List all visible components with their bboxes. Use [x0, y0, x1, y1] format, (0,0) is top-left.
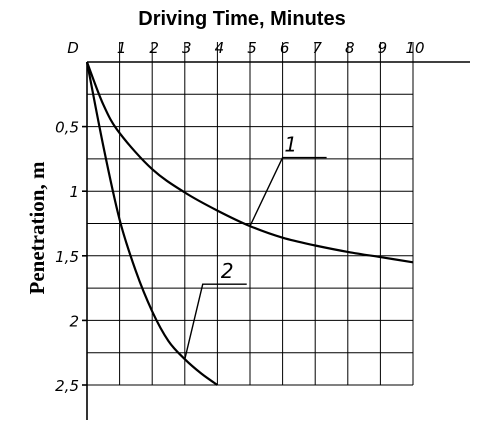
x-tick-label: 10 — [405, 39, 424, 57]
y-tick-label: 1 — [69, 183, 79, 201]
tick-labels: D 1 2 3 4 5 6 7 8 9 100,511,522,5 — [55, 39, 424, 395]
y-tick-label: 2,5 — [55, 377, 79, 395]
curve-labels: 12 — [184, 133, 327, 360]
y-tick-label: 1,5 — [55, 248, 79, 266]
x-tick-label: 2 — [149, 39, 159, 57]
y-tick-label: 2 — [69, 312, 79, 330]
x-tick-label: 8 — [345, 39, 355, 57]
grid — [87, 42, 414, 386]
series-2-leader — [184, 283, 247, 360]
series-2-label: 2 — [221, 259, 234, 283]
curves — [85, 61, 414, 386]
series-1-label: 1 — [284, 133, 297, 157]
x-tick-label: 1 — [117, 39, 127, 57]
x-tick-label: 4 — [215, 39, 225, 57]
x-tick-label: 9 — [378, 39, 388, 57]
axes — [86, 61, 470, 420]
series-1-line — [85, 61, 414, 264]
x-tick-label: 5 — [247, 39, 257, 57]
series-1-leader — [249, 156, 327, 227]
chart-title: Driving Time, Minutes — [138, 8, 345, 30]
x-tick-label: 6 — [280, 39, 290, 57]
x-tick-label: 3 — [182, 39, 192, 57]
x-tick-label: 7 — [312, 39, 322, 57]
series-2-line — [85, 61, 219, 386]
y-tick-label: 0,5 — [55, 119, 79, 137]
y-axis-label: Penetration, m — [25, 161, 49, 294]
x-tick-label: D — [67, 39, 79, 57]
